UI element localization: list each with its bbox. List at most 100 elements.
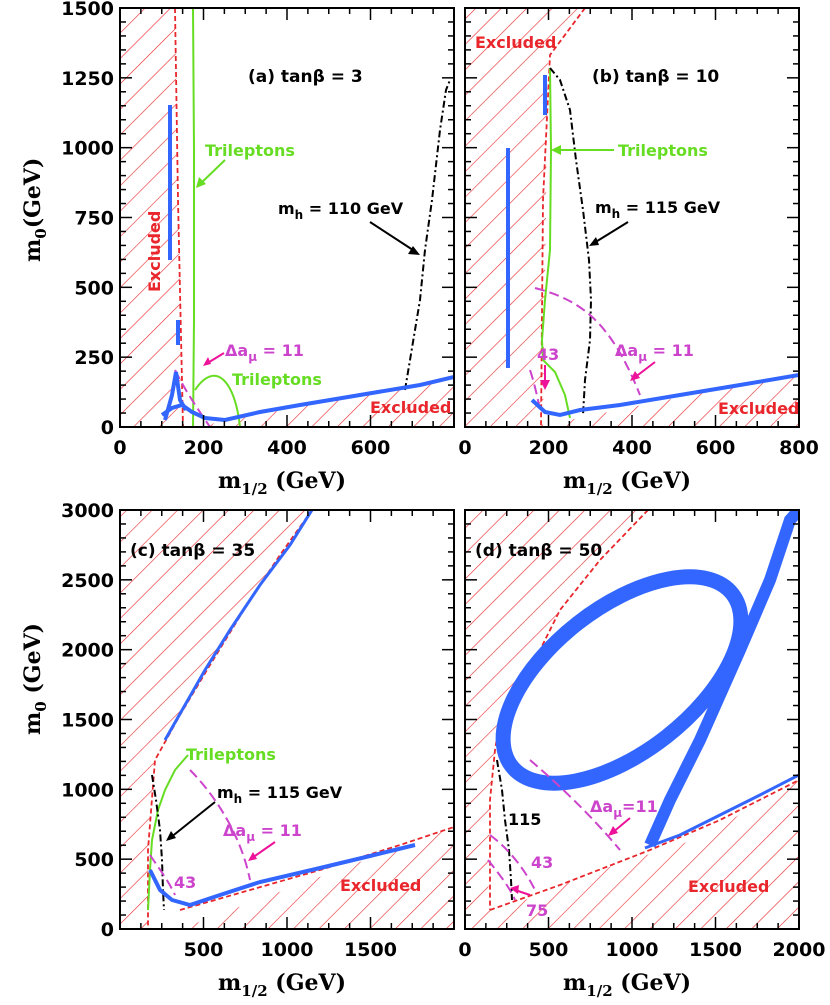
- x-axis-title-d: m1/2 (GeV): [563, 970, 691, 1000]
- gminus2-43-label-d: 43: [531, 853, 553, 872]
- panel-b: 0 200 400 600 800 (b) tanβ = 10 Excluded Exc…: [458, 7, 819, 459]
- excluded-label-a-left: Excluded: [145, 211, 164, 292]
- higgs-115-curve: [549, 67, 593, 416]
- gminus2-curve-43: [149, 854, 176, 896]
- y-axis-title-bottom: m0 (GeV): [20, 623, 50, 735]
- gminus2-curve-75: [487, 859, 516, 901]
- relic-stau-strip: [160, 375, 454, 423]
- x-tick-label: 600: [351, 437, 391, 459]
- higgs-label-b: mh = 115 GeV: [595, 198, 721, 221]
- panel-c-ticks: 500 1000 1500 0 500 1000 1500 2000 2500 3000: [61, 500, 455, 961]
- gminus2-curve-11: [189, 769, 251, 881]
- trileptons-label-a-2: Trileptons: [232, 370, 322, 389]
- panel-a-ticks: 0 200 400 600 0 250 500 750 1000 1250 1500: [61, 0, 455, 459]
- gminus2-curve-11: [534, 287, 641, 396]
- relic-stau-strip: [644, 773, 799, 850]
- panel-b-ticks: 0 200 400 600 800: [458, 7, 819, 459]
- gminus2-arrowhead-a: [203, 357, 211, 366]
- gminus2-curve-11: [529, 759, 621, 851]
- trileptons-arrowhead-b: [551, 145, 561, 155]
- x-axis-title-b: m1/2 (GeV): [563, 468, 691, 498]
- trileptons-arrowhead-a: [196, 177, 206, 188]
- y-tick-label: 1500: [61, 710, 114, 732]
- x-tick-label: 400: [267, 437, 307, 459]
- y-axis-title-top: m0(GeV): [20, 158, 50, 262]
- x-tick-label: 400: [612, 437, 652, 459]
- higgs-label-d: 115: [508, 810, 541, 829]
- excluded-boundary-line: [489, 510, 649, 910]
- gminus2-label-c: Δaμ = 11: [223, 821, 302, 844]
- excluded-label-a-bottom: Excluded: [370, 398, 451, 417]
- panel-d-ticks: 0 500 1000 1500 2000: [458, 509, 826, 961]
- y-tick-label: 1500: [61, 0, 114, 20]
- gminus2-label-d: Δaμ=11: [590, 797, 658, 820]
- trileptons-curve: [540, 67, 571, 419]
- relic-bulk-cluster: [163, 371, 188, 421]
- gminus2-arrowhead-c: [248, 852, 257, 861]
- higgs-110-curve: [404, 79, 451, 391]
- higgs-arrow-b: [593, 221, 629, 244]
- panel-b-title: (b) tanβ = 10: [592, 67, 719, 87]
- higgs-label-c: mh = 115 GeV: [217, 783, 343, 806]
- gminus2-75-arrowhead-d: [510, 885, 519, 894]
- higgs-115-curve: [496, 759, 513, 901]
- higgs-arrowhead-c: [166, 831, 176, 841]
- panel-c-title: (c) tanβ = 35: [130, 541, 255, 561]
- x-tick-label: 500: [529, 939, 569, 961]
- gminus2-curve-43: [489, 834, 536, 891]
- gminus2-75-label-d: 75: [526, 901, 548, 920]
- y-tick-label: 500: [74, 849, 114, 871]
- gminus2-arrowhead-d: [608, 826, 618, 836]
- x-tick-label: 600: [696, 437, 736, 459]
- excluded-region-left: [465, 510, 648, 910]
- higgs-115-curve: [151, 774, 165, 911]
- trileptons-low-curve: [194, 375, 241, 427]
- higgs-arrow-a: [369, 221, 417, 253]
- x-tick-label: 1000: [606, 939, 659, 961]
- relic-right-strip: [644, 510, 799, 848]
- y-tick-label: 0: [101, 919, 114, 941]
- gminus2-43-arrowhead-b: [540, 380, 550, 390]
- x-tick-label: 0: [458, 939, 471, 961]
- gminus2-43-label-b: 43: [537, 345, 559, 364]
- panel-a-title: (a) tanβ = 3: [248, 67, 363, 87]
- x-tick-label: 0: [458, 437, 471, 459]
- excluded-label-b-top: Excluded: [475, 33, 556, 52]
- excluded-label-b-bottom: Excluded: [718, 399, 799, 418]
- higgs-arrow-c: [169, 801, 216, 839]
- x-tick-label: 200: [529, 437, 569, 459]
- relic-ellipse-band: [495, 569, 749, 791]
- y-tick-label: 1250: [61, 68, 114, 90]
- excluded-boundary-bottom: [489, 779, 799, 911]
- x-tick-label: 1500: [344, 939, 397, 961]
- excluded-label-c: Excluded: [340, 876, 421, 895]
- y-tick-label: 1000: [61, 779, 114, 801]
- panel-d: 0 500 1000 1500 2000 (d) tanβ = 50 115 Δaμ=1…: [458, 509, 826, 961]
- x-tick-label: 1500: [689, 939, 742, 961]
- gminus2-arrowhead-b: [630, 371, 640, 381]
- x-axis-title-c: m1/2 (GeV): [218, 970, 346, 1000]
- panel-d-title: (d) tanβ = 50: [475, 541, 602, 561]
- relic-stau-strip: [530, 373, 799, 418]
- x-tick-label: 200: [184, 437, 224, 459]
- excluded-boundary-line: [174, 8, 184, 427]
- excluded-label-d: Excluded: [688, 877, 769, 896]
- x-tick-label: 2000: [773, 939, 826, 961]
- x-tick-label: 0: [113, 437, 126, 459]
- excluded-region-left: [120, 510, 312, 929]
- y-tick-label: 1000: [61, 138, 114, 160]
- x-tick-label: 1000: [261, 939, 314, 961]
- gminus2-arrow-c: [251, 841, 276, 859]
- higgs-arrowhead-b: [589, 237, 599, 246]
- higgs-arrowhead-a: [408, 246, 420, 255]
- gminus2-label-a: Δaμ = 11: [225, 341, 304, 364]
- trileptons-label-a-1: Trileptons: [205, 141, 295, 160]
- x-axis-title-a: m1/2 (GeV): [218, 468, 346, 498]
- panel-c: 500 1000 1500 0 500 1000 1500 2000 2500 3000 (c) …: [61, 500, 455, 961]
- relic-stau-strip: [148, 843, 416, 908]
- excluded-region-left: [120, 8, 183, 427]
- y-tick-label: 2500: [61, 570, 114, 592]
- x-tick-label: 800: [779, 437, 819, 459]
- excluded-region-bottom: [465, 780, 799, 929]
